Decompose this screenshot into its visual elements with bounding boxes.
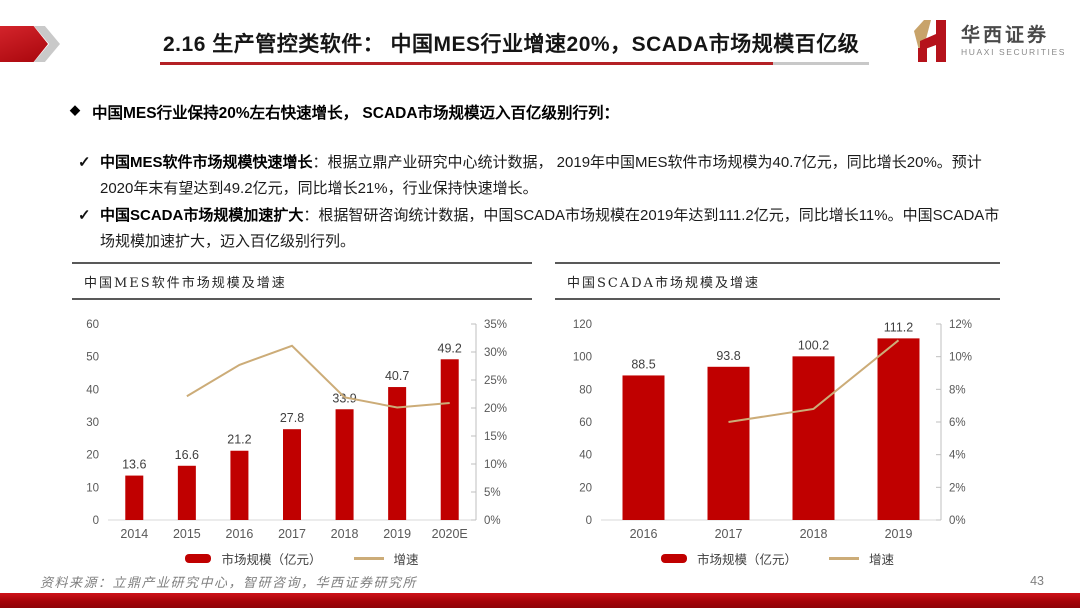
legend-bar-swatch bbox=[185, 554, 212, 563]
section-headline: ◆ 中国MES行业保持20%左右快速增长， SCADA市场规模迈入百亿级别行列： bbox=[70, 101, 619, 123]
svg-text:20%: 20% bbox=[484, 403, 507, 415]
svg-text:4%: 4% bbox=[949, 450, 966, 462]
svg-text:2017: 2017 bbox=[715, 527, 743, 541]
legend-line-label: 增速 bbox=[869, 553, 895, 567]
section-headline-text: 中国MES行业保持20%左右快速增长， SCADA市场规模迈入百亿级别行列： bbox=[92, 105, 620, 122]
logo-name-en: HUAXI SECURITIES bbox=[961, 46, 1066, 57]
svg-text:5%: 5% bbox=[484, 487, 501, 499]
svg-text:2017: 2017 bbox=[278, 527, 306, 541]
svg-text:2%: 2% bbox=[949, 482, 966, 494]
svg-text:120: 120 bbox=[573, 319, 592, 331]
scada-chart-plot: 0 20 40 60 80 100 120 0% 2% 4% 6% 8% 10% 12% 88.5 2016 9… bbox=[573, 319, 972, 541]
svg-text:16.6: 16.6 bbox=[175, 448, 199, 462]
huaxi-logo: 华西证券 HUAXI SECURITIES bbox=[912, 18, 1066, 64]
svg-text:30%: 30% bbox=[484, 347, 507, 359]
svg-text:15%: 15% bbox=[484, 431, 507, 443]
mes-chart-title: 中国MES软件市场规模及增速 bbox=[72, 262, 532, 300]
svg-text:40: 40 bbox=[86, 384, 99, 396]
svg-text:60: 60 bbox=[86, 319, 99, 331]
svg-text:2020E: 2020E bbox=[432, 527, 468, 541]
svg-text:2016: 2016 bbox=[226, 527, 254, 541]
svg-text:80: 80 bbox=[579, 384, 592, 396]
svg-text:2014: 2014 bbox=[120, 527, 148, 541]
logo-name-cn: 华西证券 bbox=[961, 23, 1050, 46]
svg-text:93.8: 93.8 bbox=[716, 349, 740, 363]
svg-text:2018: 2018 bbox=[800, 527, 828, 541]
svg-text:2016: 2016 bbox=[630, 527, 658, 541]
svg-text:88.5: 88.5 bbox=[631, 357, 655, 371]
logo-text: 华西证券 HUAXI SECURITIES bbox=[961, 23, 1066, 57]
legend-line-label: 增速 bbox=[393, 553, 419, 567]
svg-text:2019: 2019 bbox=[383, 527, 411, 541]
source-note: 资料来源：立鼎产业研究中心，智研咨询，华西证券研究所 bbox=[40, 576, 418, 591]
page-number: 43 bbox=[1030, 574, 1044, 588]
mes-chart-legend: 市场规模（亿元） 增速 bbox=[72, 549, 532, 568]
legend-line-swatch bbox=[353, 557, 384, 560]
check-icon: ✓ bbox=[78, 154, 91, 171]
bullet-lead: 中国MES软件市场规模快速增长 bbox=[100, 154, 313, 171]
bullet-body: ：根据立鼎产业研究中心统计数据， 2019年中国MES软件市场规模为40.7亿元… bbox=[100, 154, 982, 197]
svg-text:10%: 10% bbox=[484, 459, 507, 471]
svg-text:0%: 0% bbox=[949, 515, 966, 527]
legend-bar-swatch bbox=[660, 554, 687, 563]
svg-text:10%: 10% bbox=[949, 352, 972, 364]
bullet-item-scada: ✓ 中国SCADA市场规模加速扩大：根据智研咨询统计数据，中国SCADA市场规模… bbox=[78, 203, 1010, 255]
svg-text:10: 10 bbox=[86, 482, 99, 494]
diamond-bullet-icon: ◆ bbox=[70, 102, 80, 117]
svg-text:0: 0 bbox=[93, 515, 99, 527]
svg-text:60: 60 bbox=[579, 417, 592, 429]
legend-bar-label: 市场规模（亿元） bbox=[696, 553, 797, 567]
svg-text:100: 100 bbox=[573, 352, 592, 364]
bullet-item-mes: ✓ 中国MES软件市场规模快速增长：根据立鼎产业研究中心统计数据， 2019年中… bbox=[78, 150, 1010, 202]
check-icon: ✓ bbox=[78, 207, 91, 224]
svg-text:40: 40 bbox=[579, 450, 592, 462]
svg-text:25%: 25% bbox=[484, 375, 507, 387]
mes-chart-plot: 0 10 20 30 40 50 60 0% 5% 10% 15% 20% 25% 30% 35% 13.6 2… bbox=[86, 319, 507, 541]
svg-text:35%: 35% bbox=[484, 319, 507, 331]
title-underline-gray bbox=[773, 62, 869, 65]
bullet-text: 中国SCADA市场规模加速扩大：根据智研咨询统计数据，中国SCADA市场规模在2… bbox=[100, 203, 1010, 255]
svg-text:40.7: 40.7 bbox=[385, 369, 409, 383]
svg-text:13.6: 13.6 bbox=[122, 458, 146, 472]
huaxi-logo-icon bbox=[914, 20, 947, 62]
svg-text:100.2: 100.2 bbox=[798, 338, 829, 352]
svg-text:30: 30 bbox=[86, 417, 99, 429]
svg-text:49.2: 49.2 bbox=[438, 341, 462, 355]
svg-text:27.8: 27.8 bbox=[280, 411, 304, 425]
svg-text:20: 20 bbox=[579, 482, 592, 494]
scada-chart-title: 中国SCADA市场规模及增速 bbox=[555, 262, 1000, 300]
bullet-body: ：根据智研咨询统计数据，中国SCADA市场规模在2019年达到111.2亿元，同… bbox=[100, 207, 1000, 250]
legend-bar-label: 市场规模（亿元） bbox=[221, 553, 322, 567]
legend-line-swatch bbox=[829, 557, 859, 560]
title-underline-red bbox=[160, 62, 773, 65]
svg-text:50: 50 bbox=[86, 352, 99, 364]
mes-chart: 中国MES软件市场规模及增速 0 10 20 30 40 50 60 0% 5% 10% 15% 20… bbox=[72, 262, 532, 568]
svg-text:0: 0 bbox=[586, 515, 592, 527]
page-title: 2.16 生产管控类软件： 中国MES行业增速20%，SCADA市场规模百亿级 bbox=[163, 33, 860, 56]
svg-text:12%: 12% bbox=[949, 319, 972, 331]
svg-text:8%: 8% bbox=[949, 384, 966, 396]
bottom-red-bar bbox=[0, 593, 1080, 608]
svg-text:2015: 2015 bbox=[173, 527, 201, 541]
scada-chart-legend: 市场规模（亿元） 增速 bbox=[555, 549, 1000, 568]
bullet-text: 中国MES软件市场规模快速增长：根据立鼎产业研究中心统计数据， 2019年中国M… bbox=[100, 150, 1010, 202]
header-arrow-icon bbox=[0, 26, 62, 62]
svg-text:2019: 2019 bbox=[885, 527, 913, 541]
svg-text:2018: 2018 bbox=[331, 527, 359, 541]
svg-text:20: 20 bbox=[86, 450, 99, 462]
scada-chart: 中国SCADA市场规模及增速 0 20 40 60 80 100 120 0% 2% 4% 6% 8%… bbox=[555, 262, 1000, 568]
svg-text:111.2: 111.2 bbox=[884, 320, 913, 334]
svg-text:0%: 0% bbox=[484, 515, 501, 527]
svg-text:6%: 6% bbox=[949, 417, 966, 429]
svg-text:21.2: 21.2 bbox=[227, 433, 251, 447]
bullet-lead: 中国SCADA市场规模加速扩大 bbox=[100, 207, 304, 224]
